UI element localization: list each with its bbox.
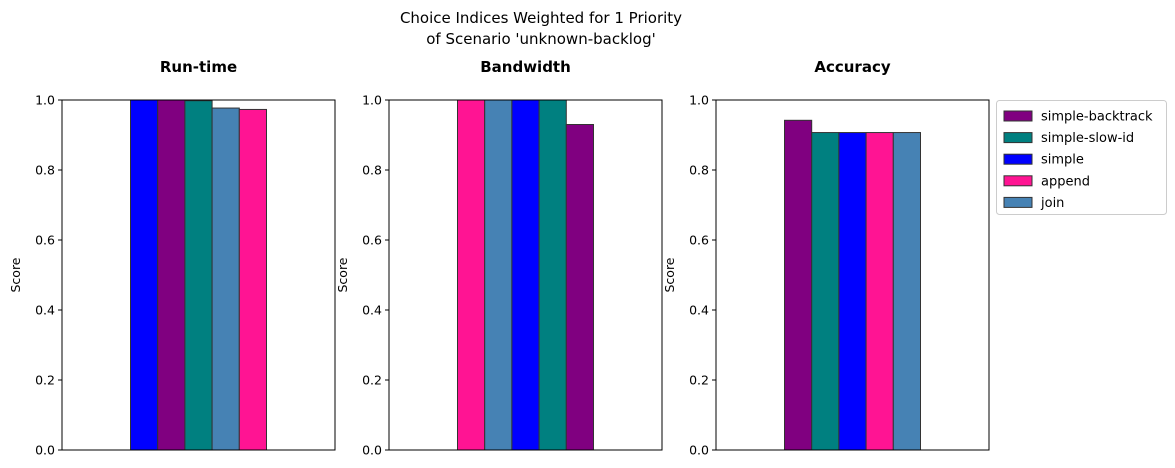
bar-simple (838, 132, 867, 451)
legend-label-simple-slow-id: simple-slow-id (1041, 131, 1134, 146)
y-tick-label: 0.6 (362, 233, 382, 248)
bar-join (892, 132, 921, 451)
panel-bandwidth: Bandwidth 0.0 0.2 0.4 0.6 0.8 1.0 Score (335, 58, 663, 458)
y-tick-label: 1.0 (689, 93, 709, 108)
y-tick-label: 0.0 (35, 443, 55, 458)
axes-frame (61, 99, 336, 451)
y-tick-label: 0.4 (35, 303, 55, 318)
bar-join (484, 99, 513, 451)
legend-swatch-simple-backtrack (1003, 110, 1033, 122)
y-tick-label: 0.8 (362, 163, 382, 178)
bar-append (457, 99, 486, 451)
bar-append (238, 108, 268, 451)
axes-frame (388, 99, 663, 451)
bar-simple (511, 99, 540, 451)
bar-join (211, 107, 240, 451)
y-axis-label: Score (662, 257, 677, 292)
y-tick-label: 0.6 (689, 233, 709, 248)
y-tick-label: 0.8 (689, 163, 709, 178)
y-tick-label: 0.2 (362, 373, 382, 388)
y-tick-label: 1.0 (35, 93, 55, 108)
bar-simple-backtrack (784, 119, 813, 451)
legend-swatch-join (1003, 196, 1033, 208)
panel-run-time: Run-time 0.0 0.2 0.4 0.6 0.8 1.0 Score (8, 58, 336, 458)
y-tick-label: 0.0 (362, 443, 382, 458)
legend-swatch-append (1003, 175, 1033, 187)
bar-append (865, 132, 894, 451)
panel-title: Run-time (160, 58, 237, 76)
legend-label-simple-backtrack: simple-backtrack (1041, 110, 1153, 125)
chart-legend: simple-backtrack simple-slow-id simple appe… (996, 100, 1167, 215)
y-tick-label: 1.0 (362, 93, 382, 108)
bar-simple-backtrack (157, 99, 186, 451)
y-tick-label: 0.6 (35, 233, 55, 248)
figure-title-line2: of Scenario 'unknown-backlog' (426, 30, 656, 48)
bar-simple-slow-id (184, 100, 213, 451)
y-tick-label: 0.4 (362, 303, 382, 318)
legend-label-append: append (1041, 174, 1090, 189)
panel-title: Accuracy (814, 58, 890, 76)
y-tick-label: 0.0 (689, 443, 709, 458)
legend-swatch-simple-slow-id (1003, 132, 1033, 144)
y-tick-label: 0.2 (689, 373, 709, 388)
bar-simple-backtrack (565, 124, 594, 451)
axes-frame (715, 99, 990, 451)
legend-swatch-simple (1003, 153, 1033, 165)
figure-title-line1: Choice Indices Weighted for 1 Priority (400, 9, 682, 27)
y-tick-label: 0.8 (35, 163, 55, 178)
legend-label-join: join (1040, 196, 1064, 211)
chart-panels: Run-time0.00.20.40.60.81.0ScoreBandwidth… (8, 58, 990, 458)
y-axis-label: Score (8, 257, 23, 292)
bar-simple-slow-id (811, 132, 840, 451)
y-axis-label: Score (335, 257, 350, 292)
legend-frame (996, 100, 1167, 215)
bar-simple (130, 99, 159, 451)
legend-label-simple: simple (1041, 153, 1084, 168)
y-tick-label: 0.4 (689, 303, 709, 318)
panel-title: Bandwidth (480, 58, 571, 76)
panel-accuracy: Accuracy 0.0 0.2 0.4 0.6 0.8 1.0 Score (662, 58, 990, 458)
y-tick-label: 0.2 (35, 373, 55, 388)
bar-simple-slow-id (538, 99, 567, 451)
